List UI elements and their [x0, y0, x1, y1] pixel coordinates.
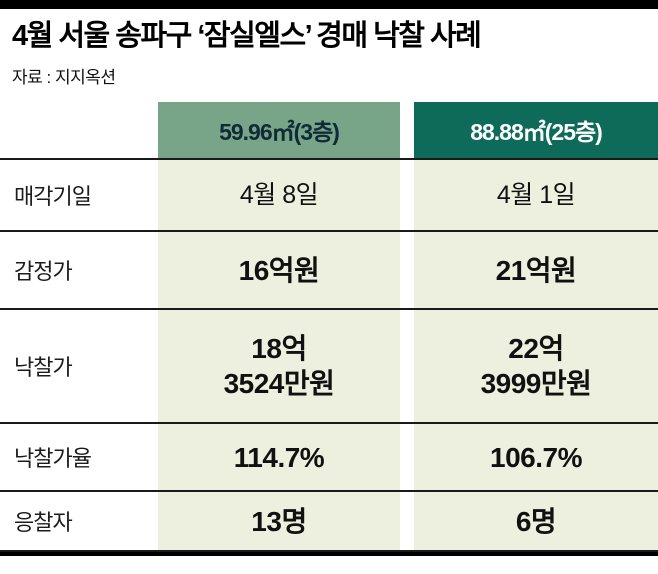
bottom-rule [0, 550, 658, 557]
table-row-appraised-price: 감정가 16억원 21억원 [0, 230, 658, 309]
row-label: 낙찰가 [0, 310, 158, 423]
table-row-winning-bid: 낙찰가 18억 3524만원 22억 3999만원 [0, 308, 658, 423]
cell-value: 106.7% [414, 424, 658, 491]
column-header-unit2: 88.88㎡(25층) [414, 102, 658, 159]
column-gap [400, 232, 414, 309]
table-header-row: 59.96㎡(3층) 88.88㎡(25층) [0, 102, 658, 159]
row-label: 매각기일 [0, 160, 158, 231]
auction-table: 59.96㎡(3층) 88.88㎡(25층) 매각기일 4월 8일 4월 1일 … [0, 102, 658, 557]
cell-value: 21억원 [414, 232, 658, 309]
cell-value: 18억 3524만원 [158, 310, 400, 423]
row-label: 응찰자 [0, 492, 158, 551]
row-label: 낙찰가율 [0, 424, 158, 491]
cell-value: 16억원 [158, 232, 400, 309]
row-label: 감정가 [0, 232, 158, 309]
column-header-unit1: 59.96㎡(3층) [158, 102, 400, 159]
cell-value: 13명 [158, 492, 400, 551]
header-spacer [0, 102, 158, 159]
header-area: 4월 서울 송파구 ‘잠실엘스’ 경매 낙찰 사례 자료 : 지지옥션 [0, 9, 658, 92]
cell-value: 114.7% [158, 424, 400, 491]
column-gap [400, 160, 414, 231]
table-row-sale-date: 매각기일 4월 8일 4월 1일 [0, 158, 658, 231]
column-gap [400, 492, 414, 551]
top-rule [0, 0, 658, 9]
cell-value: 4월 8일 [158, 160, 400, 231]
column-gap [400, 424, 414, 491]
column-gap [400, 102, 414, 159]
table-row-bidders: 응찰자 13명 6명 [0, 490, 658, 551]
table-row-bid-ratio: 낙찰가율 114.7% 106.7% [0, 422, 658, 491]
cell-value: 6명 [414, 492, 658, 551]
cell-value: 4월 1일 [414, 160, 658, 231]
page-title: 4월 서울 송파구 ‘잠실엘스’ 경매 낙찰 사례 [12, 20, 482, 52]
column-gap [400, 310, 414, 423]
cell-value: 22억 3999만원 [414, 310, 658, 423]
source-credit: 자료 : 지지옥션 [12, 68, 116, 88]
